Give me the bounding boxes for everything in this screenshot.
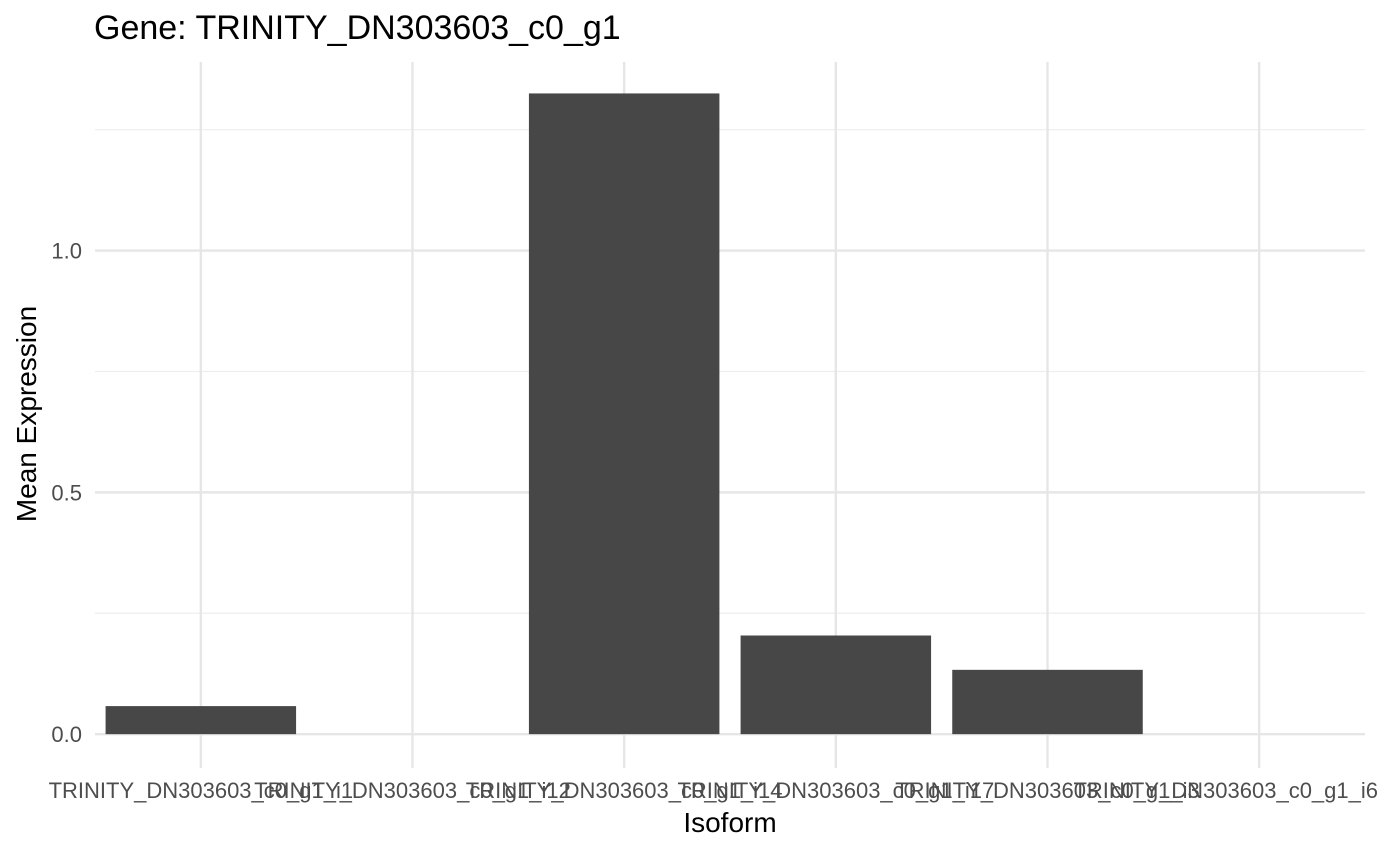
x-tick-label: TRINITY_DN303603_c0_g1_i12 — [254, 778, 571, 803]
y-tick-label: 1.0 — [51, 239, 82, 264]
bar-TRINITY_DN303603_c0_g1_i1 — [105, 706, 297, 735]
grid-lines — [95, 62, 1365, 768]
y-tick-label: 0.0 — [51, 722, 82, 747]
y-axis-title: Mean Expression — [11, 306, 42, 522]
y-tick-label: 0.5 — [51, 480, 82, 505]
bar-TRINITY_DN303603_c0_g1_i14 — [528, 93, 720, 735]
bars — [105, 93, 1143, 735]
x-tick-label: TRINITY_DN303603_c0_g1_i6 — [1073, 778, 1378, 803]
x-axis-title: Isoform — [683, 807, 776, 838]
chart-title: Gene: TRINITY_DN303603_c0_g1 — [94, 9, 621, 47]
x-tick-labels: TRINITY_DN303603_c0_g1_i1TRINITY_DN30360… — [49, 778, 1378, 803]
bar-TRINITY_DN303603_c0_g1_i17 — [740, 635, 932, 735]
x-tick-label: TRINITY_DN303603_c0_g1_i3 — [895, 778, 1200, 803]
x-tick-label: TRINITY_DN303603_c0_g1_i14 — [466, 778, 783, 803]
x-tick-label: TRINITY_DN303603_c0_g1_i1 — [49, 778, 354, 803]
bar-TRINITY_DN303603_c0_g1_i3 — [952, 669, 1143, 735]
x-tick-label: TRINITY_DN303603_c0_g1_i17 — [677, 778, 994, 803]
y-tick-labels: 0.0 0.5 1.0 — [51, 239, 82, 748]
